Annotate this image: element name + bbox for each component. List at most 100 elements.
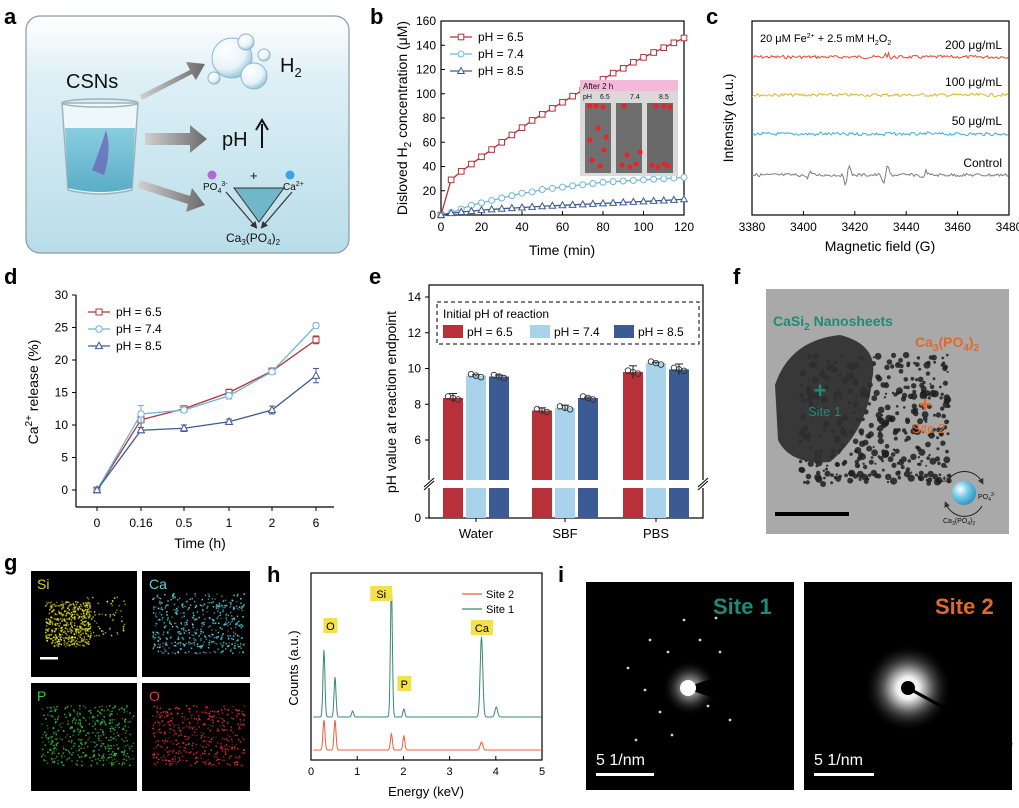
b-point-circle — [498, 194, 506, 202]
eds-map-pixel — [167, 652, 170, 655]
eds-map-pixel — [94, 742, 97, 744]
eds-map-pixel — [56, 644, 58, 646]
eds-map-pixel — [161, 608, 164, 611]
b-point-square — [468, 160, 475, 168]
tem-particle — [938, 385, 942, 389]
eds-map-pixel — [202, 651, 205, 654]
tem-particle — [874, 462, 877, 465]
eds-map-pixel — [218, 762, 220, 764]
eds-map-pixel — [159, 597, 162, 600]
eds-map-pixel — [45, 733, 48, 735]
plus-sign: + — [250, 168, 258, 183]
eds-map-pixel — [215, 607, 218, 609]
eds-map-pixel — [225, 619, 228, 621]
eds-map-pixel — [155, 745, 158, 748]
eds-map-pixel — [46, 622, 49, 624]
eds-map-pixel — [77, 728, 79, 731]
eds-map-pixel — [114, 752, 116, 755]
tem-particle — [937, 461, 941, 466]
eds-map-pixel — [212, 622, 214, 624]
map-o-tile — [142, 683, 250, 791]
d-legend-label: pH = 8.5 — [116, 339, 162, 353]
eds-map-pixel — [79, 708, 81, 710]
eds-map-pixel — [172, 597, 174, 599]
tem-particle — [820, 481, 827, 487]
eds-map-pixel — [60, 604, 62, 606]
eds-map-pixel — [198, 616, 200, 619]
eds-map-pixel — [208, 635, 210, 637]
b-point-square — [518, 124, 526, 132]
eds-map-pixel — [122, 628, 125, 630]
eds-map-pixel — [52, 733, 55, 735]
eds-map-pixel — [94, 735, 97, 737]
tem-particle — [913, 407, 919, 413]
eds-map-pixel — [233, 647, 235, 649]
eds-map-pixel — [202, 723, 205, 726]
eds-map-pixel — [123, 762, 126, 765]
arrow-icon-middle — [145, 125, 207, 153]
eds-map-pixel — [78, 756, 81, 758]
eds-map-pixel — [158, 731, 161, 734]
c-x-tick-label: 3400 — [790, 220, 817, 234]
eds-map-pixel — [193, 753, 195, 755]
eds-map-pixel — [185, 744, 187, 746]
eds-map-pixel — [170, 623, 172, 625]
eds-map-pixel — [79, 712, 81, 714]
eds-map-pixel — [228, 746, 231, 748]
eds-map-pixel — [193, 631, 196, 633]
map-scale-bar — [40, 657, 58, 660]
eds-map-pixel — [166, 619, 169, 621]
eds-map-pixel — [222, 756, 224, 758]
eds-map-pixel — [230, 605, 232, 607]
eds-map-pixel — [82, 752, 84, 754]
eds-map-pixel — [174, 758, 176, 760]
b-point-square — [619, 64, 627, 72]
eds-map-pixel — [158, 753, 160, 756]
eds-map-pixel — [45, 628, 47, 631]
eds-map-pixel — [101, 719, 104, 721]
eds-map-pixel — [77, 715, 79, 718]
eds-map-pixel — [207, 647, 210, 649]
eds-map-pixel — [79, 719, 81, 722]
eds-map-pixel — [193, 644, 196, 646]
eds-map-pixel — [182, 603, 185, 605]
eds-map-pixel — [47, 727, 49, 730]
eds-map-pixel — [61, 738, 63, 741]
eds-map-pixel — [88, 611, 90, 613]
eds-map-pixel — [195, 728, 197, 731]
eds-map-pixel — [72, 734, 74, 736]
eds-map-pixel — [82, 751, 85, 754]
d-point-circle — [312, 321, 320, 330]
eds-map-pixel — [158, 636, 160, 638]
eds-map-pixel — [214, 651, 217, 653]
eds-map-pixel — [181, 637, 184, 639]
eds-map-pixel — [127, 726, 130, 728]
eds-map-pixel — [157, 650, 160, 653]
eds-map-pixel — [216, 727, 219, 730]
eds-map-pixel — [153, 762, 156, 765]
tem-particle — [918, 367, 922, 371]
eds-map-pixel — [59, 618, 62, 620]
eds-map-pixel — [167, 721, 169, 724]
h-x-tick-label: 2 — [400, 766, 406, 778]
eds-map-pixel — [230, 611, 232, 614]
eds-map-pixel — [181, 712, 184, 715]
tem-particle — [824, 470, 831, 477]
tem-particle — [940, 427, 945, 431]
tem-particle — [873, 389, 880, 396]
tem-particle — [859, 440, 866, 447]
eds-map-pixel — [210, 749, 213, 751]
eds-map-pixel — [116, 760, 118, 762]
eds-map-pixel — [171, 763, 173, 765]
eds-map-pixel — [78, 606, 81, 608]
tem-particle — [858, 452, 864, 458]
eds-map-pixel — [123, 709, 125, 711]
eds-map-pixel — [58, 724, 61, 727]
eds-map-pixel — [189, 722, 191, 725]
eds-map-pixel — [167, 760, 170, 762]
eds-map-pixel — [223, 624, 225, 626]
panel-letter-c: c — [706, 4, 718, 29]
eds-map-pixel — [47, 630, 49, 632]
eds-map-pixel — [61, 635, 63, 638]
vial-bubble — [621, 103, 627, 109]
